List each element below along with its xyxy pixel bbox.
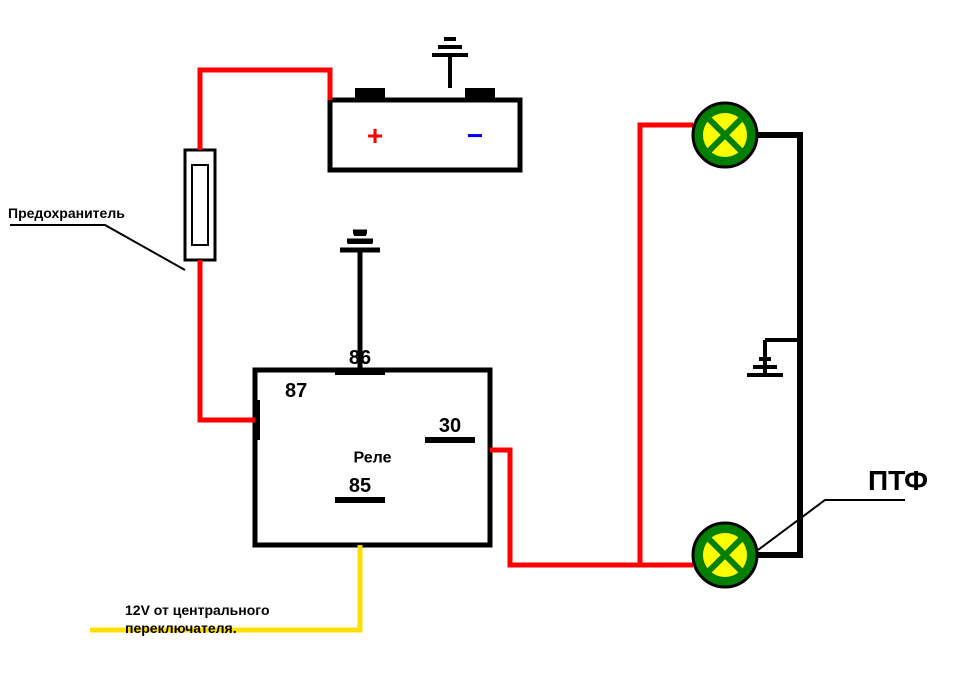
pin-87-label: 87 xyxy=(285,380,307,402)
switch-label-2: переключателя. xyxy=(125,620,237,636)
battery-cap-left xyxy=(355,88,385,100)
ptf-label: ПТФ xyxy=(868,465,928,496)
fuse-inner xyxy=(192,165,208,245)
wire-red-fuse-to-87 xyxy=(200,260,255,420)
battery-box xyxy=(330,100,520,170)
switch-label-1: 12V от центрального xyxy=(125,602,270,618)
battery-minus: − xyxy=(467,120,483,151)
pin-85-label: 85 xyxy=(349,475,371,497)
callout-ptf xyxy=(758,500,905,550)
relay-label: Реле xyxy=(353,450,391,467)
pin-30-label: 30 xyxy=(439,415,461,437)
battery-cap-right xyxy=(465,88,495,100)
fuse-label: Предохранитель xyxy=(8,205,125,221)
battery-plus: + xyxy=(367,120,383,151)
wire-red-30-out xyxy=(490,450,640,565)
wiring-diagram: +−Реле86873085ПредохранительПТФ12V от це… xyxy=(0,0,960,693)
wire-red-to-top-lamp xyxy=(640,125,693,565)
wire-red-fuse-to-battery xyxy=(200,70,330,150)
callout-fuse xyxy=(10,225,185,270)
